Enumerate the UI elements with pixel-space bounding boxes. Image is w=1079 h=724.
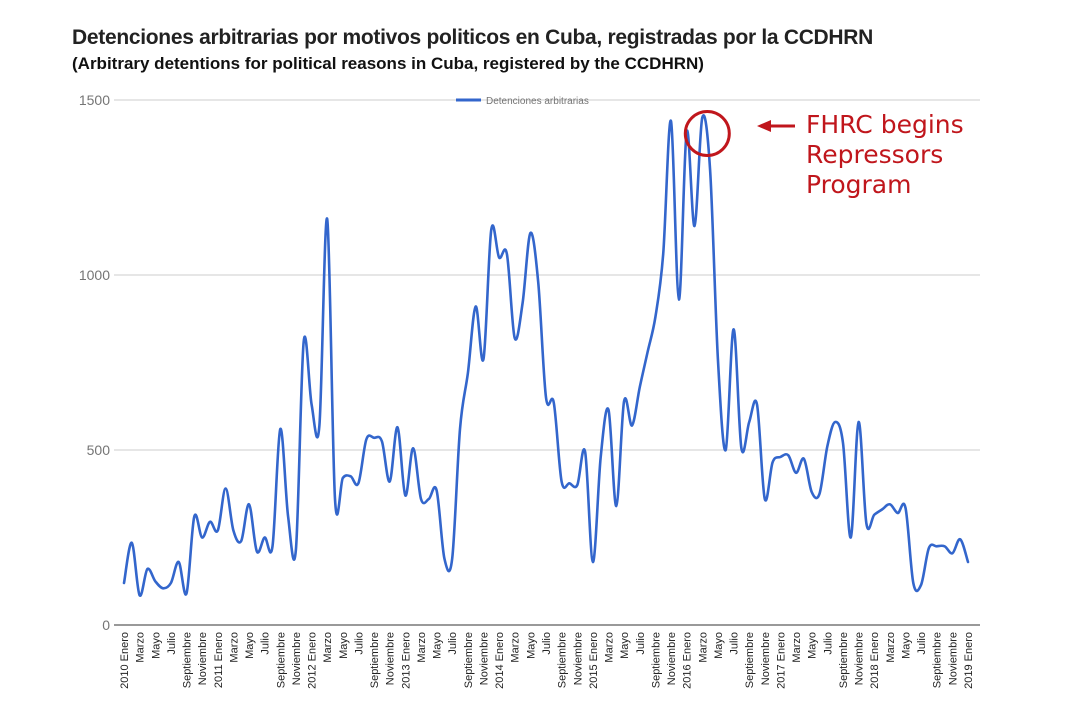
x-tick-label: Julio [541, 632, 553, 655]
x-tick-label: Marzo [697, 632, 709, 663]
x-tick-label: Marzo [322, 632, 334, 663]
y-tick-labels: 0 500 1000 1500 [79, 92, 110, 633]
y-tick-label: 1500 [79, 92, 110, 108]
x-tick-label: Septiembre [463, 632, 475, 688]
x-tick-label: 2011 Enero [213, 632, 225, 688]
x-tick-label: Mayo [619, 632, 631, 659]
x-tick-label: Noviembre [760, 632, 772, 685]
x-tick-label: Marzo [885, 632, 897, 663]
x-tick-label: Mayo [713, 632, 725, 659]
x-tick-label: Marzo [604, 632, 616, 663]
x-tick-label: Noviembre [478, 632, 490, 685]
annotation-circle [683, 110, 731, 157]
x-tick-label: Septiembre [650, 632, 662, 688]
y-tick-label: 1000 [79, 267, 110, 283]
x-tick-label: Noviembre [854, 632, 866, 685]
x-tick-label: Mayo [244, 632, 256, 659]
x-tick-label: Julio [822, 632, 834, 655]
annotation-line-3: Program [806, 170, 912, 199]
x-tick-label: 2015 Enero [588, 632, 600, 689]
annotation-line-2: Repressors [806, 140, 944, 169]
series-layer [122, 114, 970, 597]
x-tick-label: 2010 Enero [119, 632, 131, 689]
x-tick-label: Noviembre [947, 632, 959, 685]
x-tick-label: 2018 Enero [869, 632, 881, 689]
x-tick-label: Julio [635, 632, 647, 655]
x-tick-label: 2016 Enero [682, 632, 694, 689]
x-tick-label: Julio [447, 632, 459, 655]
series-line [122, 114, 970, 597]
annotation-arrow-head [757, 120, 771, 132]
chart-subtitle: (Arbitrary detentions for political reas… [72, 54, 704, 73]
x-tick-label: Mayo [525, 632, 537, 659]
x-tick-label: Julio [166, 632, 178, 655]
annotation-marker [683, 110, 795, 157]
x-tick-labels: 2010 Enero Marzo Mayo Julio Septiembre Noviem… [119, 632, 975, 689]
x-tick-label: Julio [353, 632, 365, 655]
x-tick-label: Julio [260, 632, 272, 655]
legend-label: Detenciones arbitrarias [486, 96, 589, 107]
x-tick-label: 2013 Enero [400, 632, 412, 689]
x-tick-label: Septiembre [275, 632, 287, 688]
gridlines [114, 99, 980, 626]
x-tick-label: 2012 Enero [307, 632, 319, 689]
x-tick-label: Noviembre [291, 632, 303, 685]
x-tick-label: Septiembre [838, 632, 850, 688]
legend: Detenciones arbitrarias [456, 96, 589, 107]
x-tick-label: Marzo [416, 632, 428, 663]
x-tick-label: Julio [729, 632, 741, 655]
x-tick-label: Marzo [791, 632, 803, 663]
y-tick-label: 500 [87, 442, 111, 458]
x-tick-label: Noviembre [385, 632, 397, 685]
chart-title: Detenciones arbitrarias por motivos poli… [72, 26, 874, 49]
x-tick-label: Septiembre [744, 632, 756, 688]
x-tick-label: Mayo [900, 632, 912, 659]
x-tick-label: 2017 Enero [775, 632, 787, 689]
annotation-line-1: FHRC begins [806, 110, 964, 139]
x-tick-label: Julio [916, 632, 928, 655]
x-tick-label: Noviembre [572, 632, 584, 685]
annotation-text: FHRC begins Repressors Program [806, 110, 964, 200]
x-tick-label: Noviembre [666, 632, 678, 685]
x-tick-label: Mayo [807, 632, 819, 659]
x-tick-label: Septiembre [932, 632, 944, 688]
x-tick-label: Marzo [135, 632, 147, 663]
x-tick-label: Noviembre [197, 632, 209, 685]
x-tick-label: Mayo [432, 632, 444, 659]
x-tick-label: Septiembre [369, 632, 381, 688]
x-tick-label: Mayo [150, 632, 162, 659]
x-tick-label: Septiembre [557, 632, 569, 688]
x-tick-label: Mayo [338, 632, 350, 659]
x-tick-label: Marzo [510, 632, 522, 663]
x-tick-label: 2019 Enero [963, 632, 975, 689]
x-tick-label: Septiembre [182, 632, 194, 688]
x-tick-label: Marzo [228, 632, 240, 663]
y-tick-label: 0 [102, 617, 110, 633]
x-tick-label: 2014 Enero [494, 632, 506, 689]
